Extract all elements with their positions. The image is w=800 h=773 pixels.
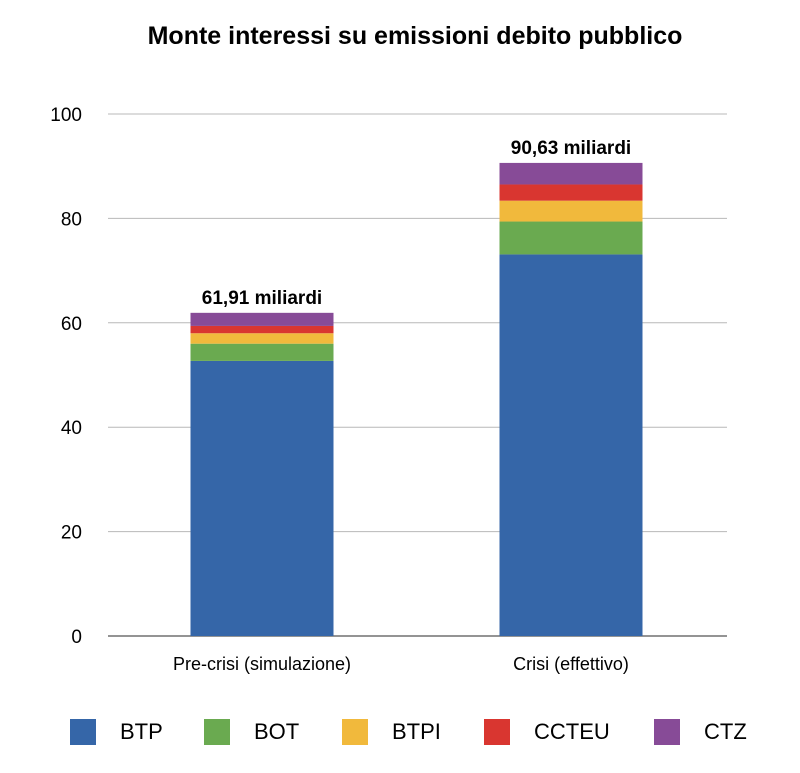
legend-label: CCTEU: [534, 719, 610, 744]
legend-swatch: [204, 719, 230, 745]
chart-title: Monte interessi su emissioni debito pubb…: [147, 22, 683, 50]
bar-segment-bot: [499, 221, 643, 255]
legend-label: CTZ: [704, 719, 747, 744]
legend-label: BTPI: [392, 719, 441, 744]
bar-segment-btpi: [499, 200, 643, 222]
x-tick-label: Pre-crisi (simulazione): [173, 654, 351, 674]
y-tick-label: 60: [61, 314, 82, 335]
bar-segment-btpi: [190, 333, 334, 344]
x-tick-label: Crisi (effettivo): [513, 654, 629, 674]
bar-segment-bot: [190, 343, 334, 361]
legend-swatch: [654, 719, 680, 745]
bar-segment-ccteu: [499, 184, 643, 201]
plot-area: 0 20 40 60 80 100 61,91 miliardi Pre-crisi (sim…: [50, 105, 727, 674]
legend-item-btpi: BTPI: [342, 712, 441, 752]
legend-item-bot: BOT: [204, 712, 299, 752]
legend-item-ccteu: CCTEU: [484, 712, 610, 752]
y-tick-label: 80: [61, 209, 82, 230]
legend-item-ctz: CTZ: [654, 712, 747, 752]
y-tick-label: 20: [61, 523, 82, 544]
bar-segment-ctz: [190, 312, 334, 326]
legend-label: BOT: [254, 719, 300, 744]
legend: BTP BOT BTPI CCTEU CTZ: [0, 712, 800, 752]
legend-swatch: [342, 719, 368, 745]
legend-label: BTP: [120, 719, 163, 744]
bar-total-label: 61,91 miliardi: [202, 288, 322, 309]
bar-segment-btp: [499, 254, 643, 636]
bar-total-label: 90,63 miliardi: [511, 138, 631, 159]
y-tick-label: 0: [71, 627, 82, 648]
legend-item-btp: BTP: [70, 712, 163, 752]
legend-swatch: [484, 719, 510, 745]
bar-segment-ccteu: [190, 325, 334, 334]
y-tick-label: 100: [50, 105, 82, 126]
bar-segment-btp: [190, 360, 334, 636]
legend-swatch: [70, 719, 96, 745]
bar-segment-ctz: [499, 162, 643, 185]
y-tick-label: 40: [61, 418, 82, 439]
